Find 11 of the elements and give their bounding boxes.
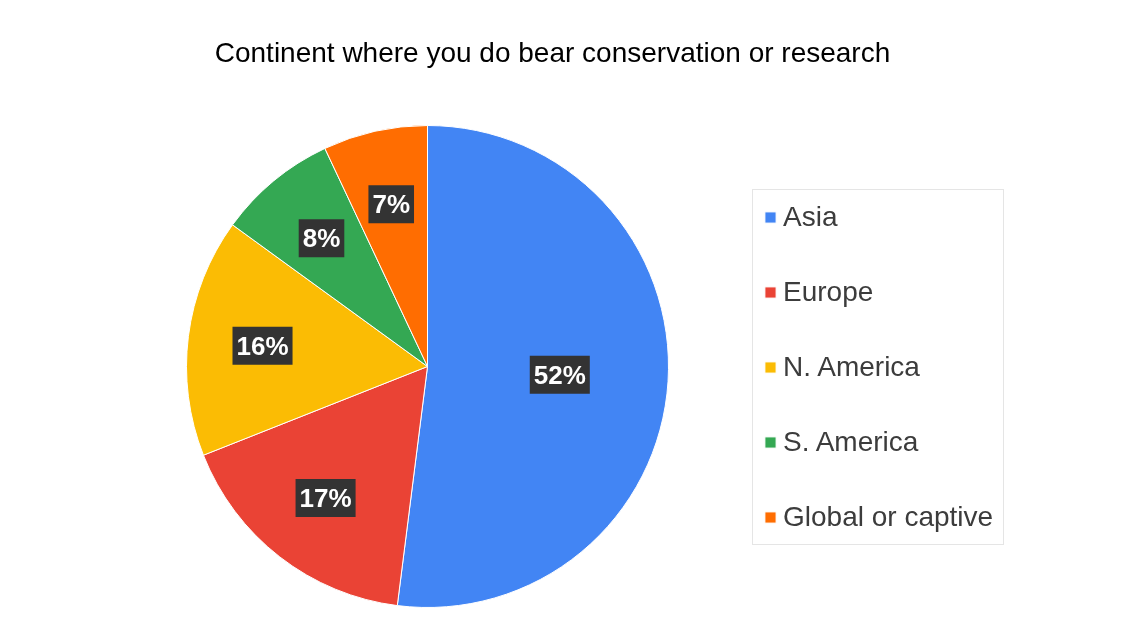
legend-label: Asia <box>783 200 838 234</box>
legend-label: N. America <box>783 350 920 384</box>
chart-title: Continent where you do bear conservation or research <box>214 37 891 68</box>
data-label: 52% <box>533 359 586 390</box>
legend-label: S. America <box>783 425 919 459</box>
data-label: 17% <box>299 482 352 513</box>
legend-label: Global or captive <box>783 500 994 534</box>
data-label: 8% <box>302 223 341 254</box>
data-label: 7% <box>372 189 411 220</box>
legend-label: Europe <box>783 275 874 309</box>
data-label: 16% <box>236 330 289 361</box>
